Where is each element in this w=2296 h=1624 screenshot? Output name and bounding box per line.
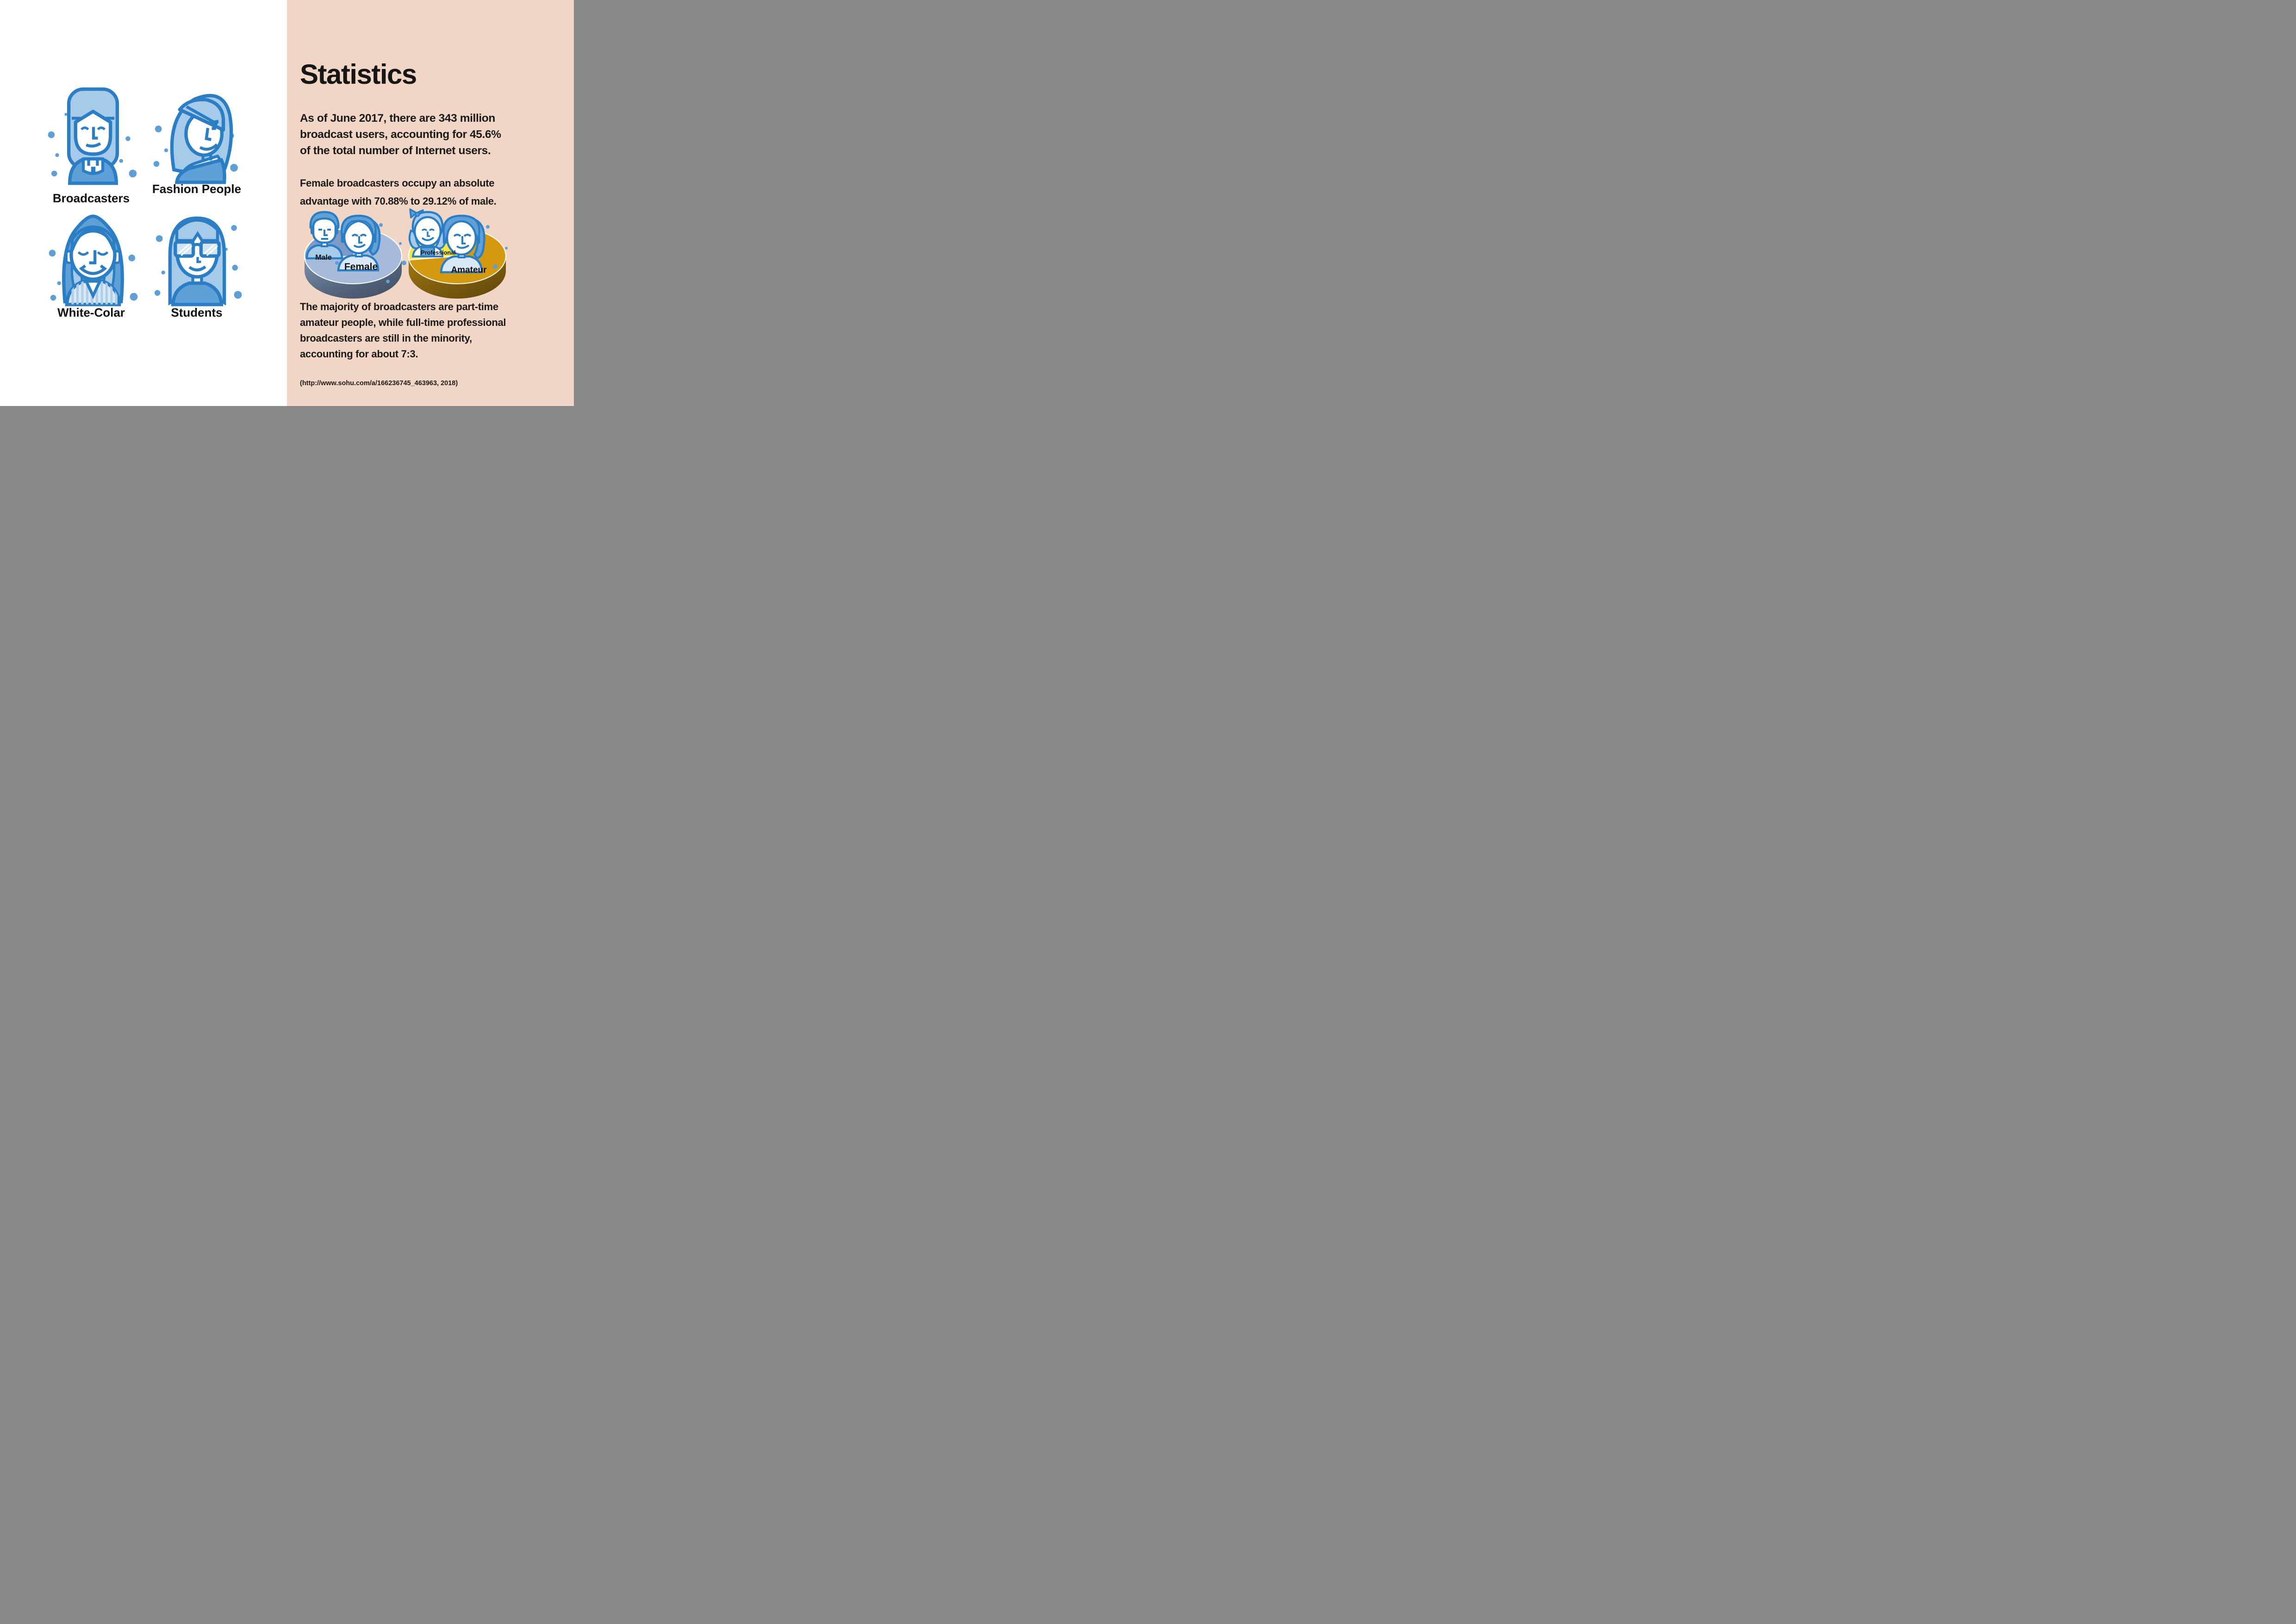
page-title: Statistics <box>300 59 417 90</box>
conclusion-line: amateur people, while full-time professi… <box>300 317 506 328</box>
student-girl-illustration <box>154 216 242 306</box>
conclusion-line: broadcasters are still in the minority, <box>300 332 472 344</box>
gender-paragraph: Female broadcasters occupy an absolute a… <box>300 174 497 210</box>
professional-amateur-pie-chart: Professional Amateur <box>408 208 508 299</box>
intro-paragraph: As of June 2017, there are 343 million b… <box>300 110 501 159</box>
broadcaster-woman-illustration <box>48 87 137 185</box>
conclusion-line: The majority of broadcasters are part-ti… <box>300 301 498 312</box>
pie-side-wall <box>409 256 506 299</box>
professional-slice-label: Professional <box>421 250 455 256</box>
male-slice-label: Male <box>315 254 332 262</box>
infographic-canvas: Broadcasters Fashion People <box>0 0 574 406</box>
category-label-fashion-people: Fashion People <box>152 182 242 196</box>
conclusion-paragraph: The majority of broadcasters are part-ti… <box>300 299 506 362</box>
glasses-shine <box>178 243 218 256</box>
gender-pie-chart: Male Female <box>304 211 406 299</box>
statistics-panel: Statistics As of June 2017, there are 34… <box>287 0 574 406</box>
conclusion-line: accounting for about 7:3. <box>300 348 418 360</box>
intro-line: of the total number of Internet users. <box>300 144 491 157</box>
amateur-woman-avatar-icon <box>440 214 485 274</box>
white-collar-woman-illustration <box>49 214 138 306</box>
gender-line: advantage with 70.88% to 29.12% of male. <box>300 195 497 207</box>
category-label-broadcasters: Broadcasters <box>52 191 130 205</box>
amateur-slice-label: Amateur <box>451 265 487 275</box>
female-avatar-icon <box>337 214 381 272</box>
fashion-woman-illustration <box>153 94 238 184</box>
professional-girl-avatar-icon <box>408 208 447 257</box>
female-slice-label: Female <box>344 262 378 272</box>
gender-line: Female broadcasters occupy an absolute <box>300 177 495 189</box>
source-citation: (http://www.sohu.com/a/166236745_463963,… <box>300 380 458 387</box>
category-label-students: Students <box>171 306 223 319</box>
male-avatar-icon <box>305 211 343 260</box>
pie-side-wall <box>305 256 402 299</box>
intro-line: As of June 2017, there are 343 million <box>300 112 495 125</box>
intro-line: broadcast users, accounting for 45.6% <box>300 128 501 141</box>
category-label-white-colar: White-Colar <box>57 306 125 319</box>
